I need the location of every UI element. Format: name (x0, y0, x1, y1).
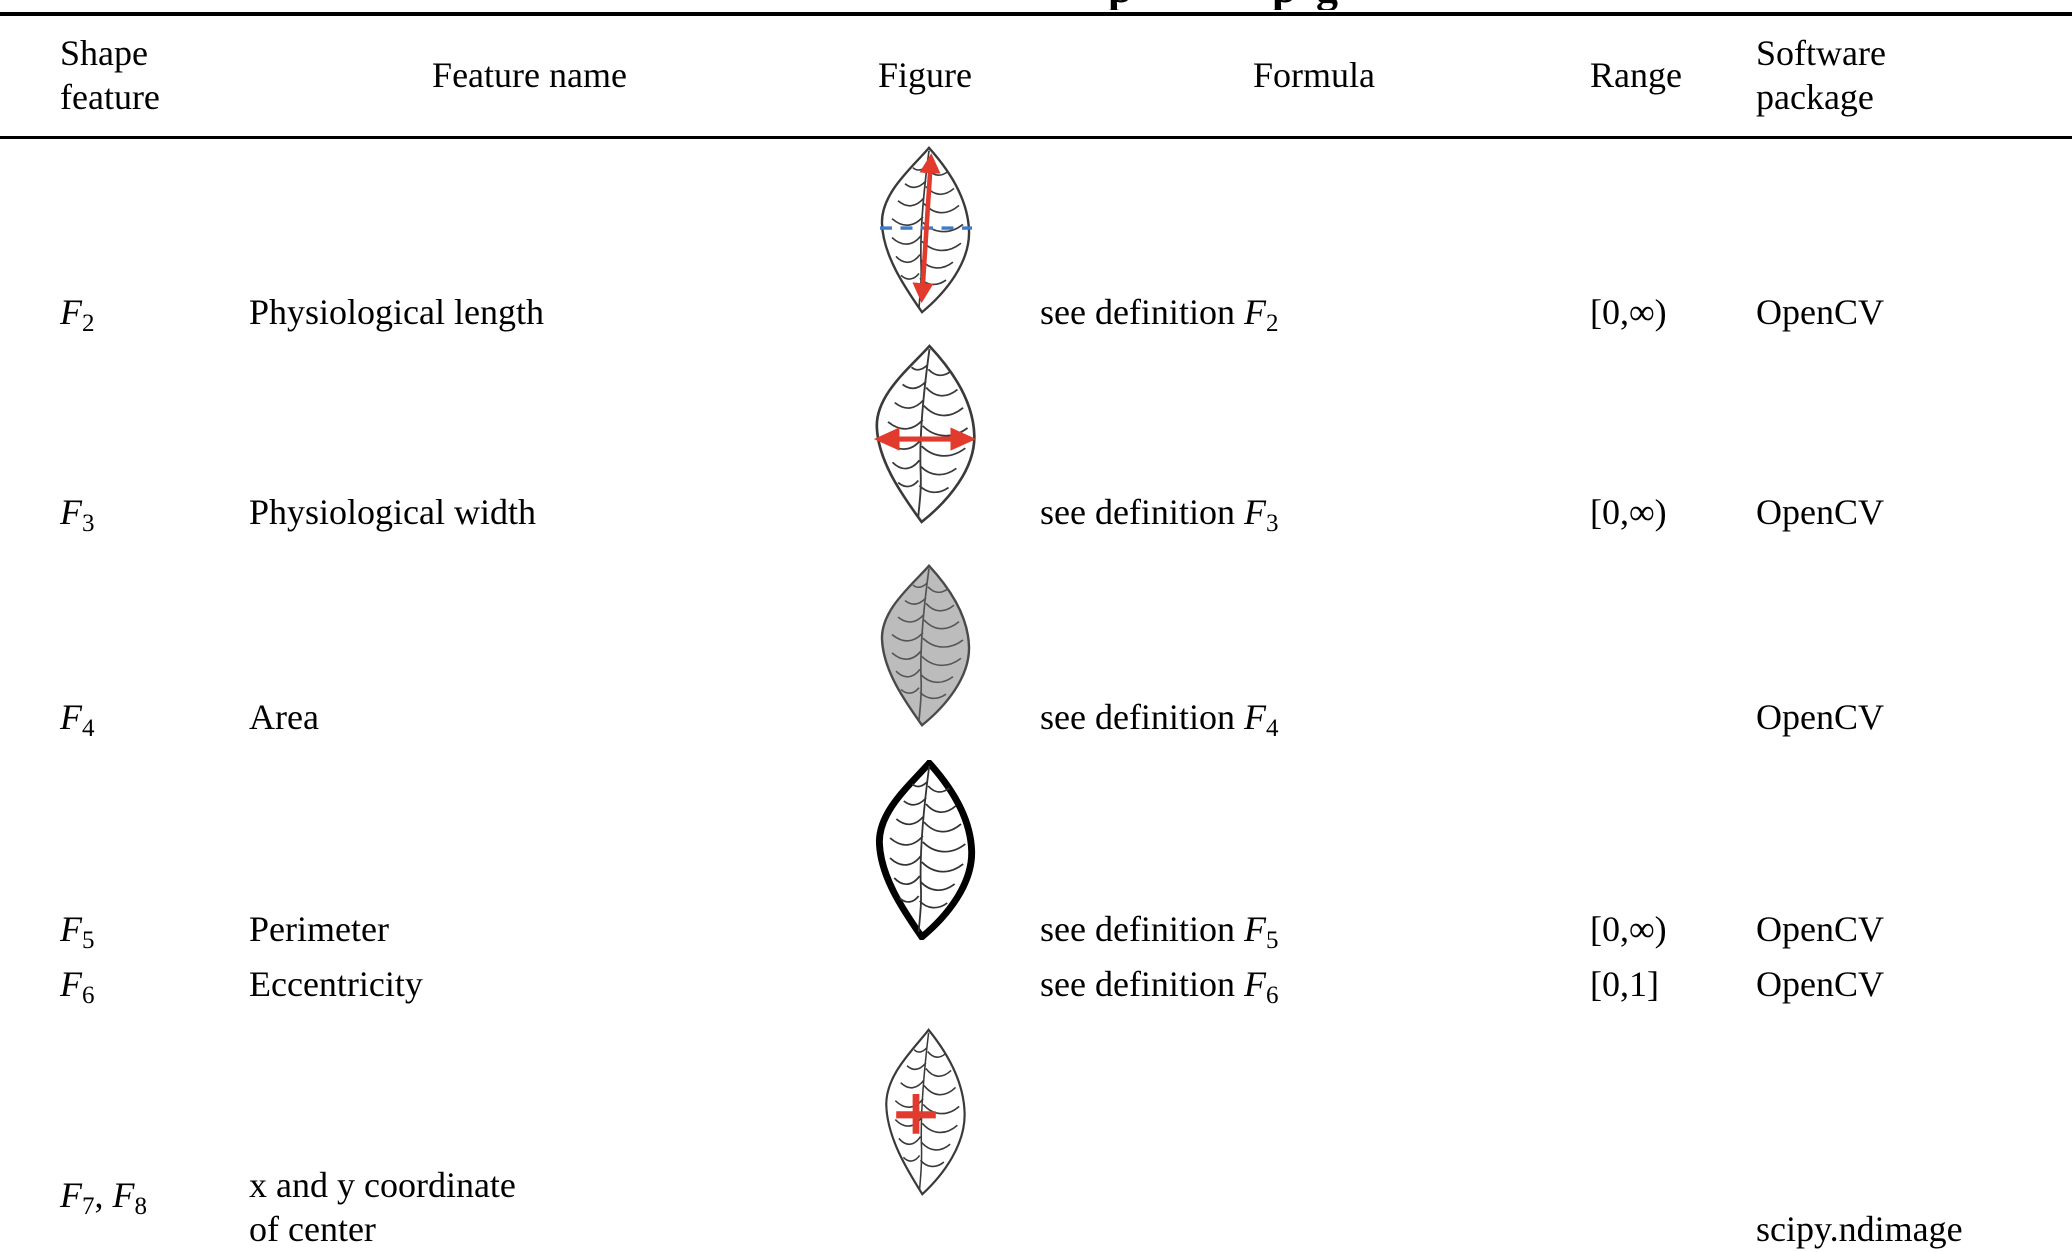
caption-fragment: p (1272, 0, 1296, 10)
formula-f5: see definition F5 (1040, 909, 1279, 955)
software-f3: OpenCV (1756, 492, 1884, 533)
figure-cell-f3 (810, 340, 1040, 540)
leaf-perimeter-figure (872, 760, 978, 940)
feature-id-f7-f8: F7, F8 (60, 1175, 147, 1221)
caption-fragment: p (1108, 0, 1132, 10)
feature-name-f7-f8: x and y coordinate of center (249, 1165, 516, 1250)
feature-id-f2: F2 (60, 292, 95, 338)
range-f6: [0,1] (1590, 964, 1659, 1005)
figure-cell-f6 (810, 957, 1040, 1012)
range-f4 (1588, 540, 1756, 745)
formula-f2: see definition F2 (1040, 292, 1279, 338)
feature-name-f5: Perimeter (249, 909, 389, 950)
leaf-area-figure (875, 563, 975, 728)
software-f2: OpenCV (1756, 292, 1884, 333)
software-f7-f8: scipy.ndimage (1756, 1209, 1963, 1250)
header-figure: Figure (878, 54, 972, 95)
figure-cell-f7-f8 (810, 1012, 1040, 1252)
table-row-f2: F2 Physiological length see definition F… (0, 137, 2072, 340)
header-shape-feature: Shape feature (60, 32, 160, 117)
feature-name-f4: Area (249, 697, 319, 738)
software-f5: OpenCV (1756, 909, 1884, 950)
table-row-f4: F4 Area see definition F4 OpenCV (0, 540, 2072, 745)
figure-cell-f5 (810, 745, 1040, 957)
software-f6: OpenCV (1756, 964, 1884, 1005)
feature-name-f6: Eccentricity (249, 964, 423, 1005)
table-row-f7-f8: F7, F8 x and y coordinate of center scip… (0, 1012, 2072, 1252)
header-formula: Formula (1253, 54, 1375, 95)
caption-fragment: g (1316, 0, 1338, 10)
header-software-package: Software package (1756, 32, 1886, 117)
formula-f4: see definition F4 (1040, 697, 1279, 743)
feature-id-f5: F5 (60, 909, 95, 955)
figure-cell-f2 (810, 137, 1040, 340)
clipped-table-caption: p p g (0, 0, 2072, 10)
range-f3: [0,∞) (1590, 492, 1667, 533)
length-arrow-icon (912, 153, 941, 304)
range-f2: [0,∞) (1590, 292, 1667, 333)
range-f7-f8 (1588, 1012, 1756, 1252)
leaf-length-figure (880, 145, 972, 315)
header-row: Shape feature Feature name Figure Formul… (0, 14, 2072, 137)
leaf-center-figure (880, 1027, 970, 1197)
table-row-f6: F6 Eccentricity see definition F6 [0,1] … (0, 957, 2072, 1012)
feature-name-f2: Physiological length (249, 292, 544, 333)
feature-name-f3: Physiological width (249, 492, 536, 533)
feature-id-f6: F6 (60, 964, 95, 1010)
feature-id-f4: F4 (60, 697, 95, 743)
range-f5: [0,∞) (1590, 909, 1667, 950)
formula-f7-f8 (1040, 1012, 1588, 1252)
table-row-f3: F3 Physiological width see definition F3… (0, 340, 2072, 540)
figure-cell-f4 (810, 540, 1040, 745)
leaf-width-figure (873, 343, 977, 525)
formula-f3: see definition F3 (1040, 492, 1279, 538)
feature-id-f3: F3 (60, 492, 95, 538)
software-f4: OpenCV (1756, 697, 1884, 738)
header-range: Range (1590, 54, 1682, 95)
table-row-f5: F5 Perimeter see definition F5 [0,∞) Ope… (0, 745, 2072, 957)
shape-feature-table: Shape feature Feature name Figure Formul… (0, 12, 2072, 1252)
header-feature-name: Feature name (432, 54, 627, 95)
formula-f6: see definition F6 (1040, 964, 1279, 1010)
